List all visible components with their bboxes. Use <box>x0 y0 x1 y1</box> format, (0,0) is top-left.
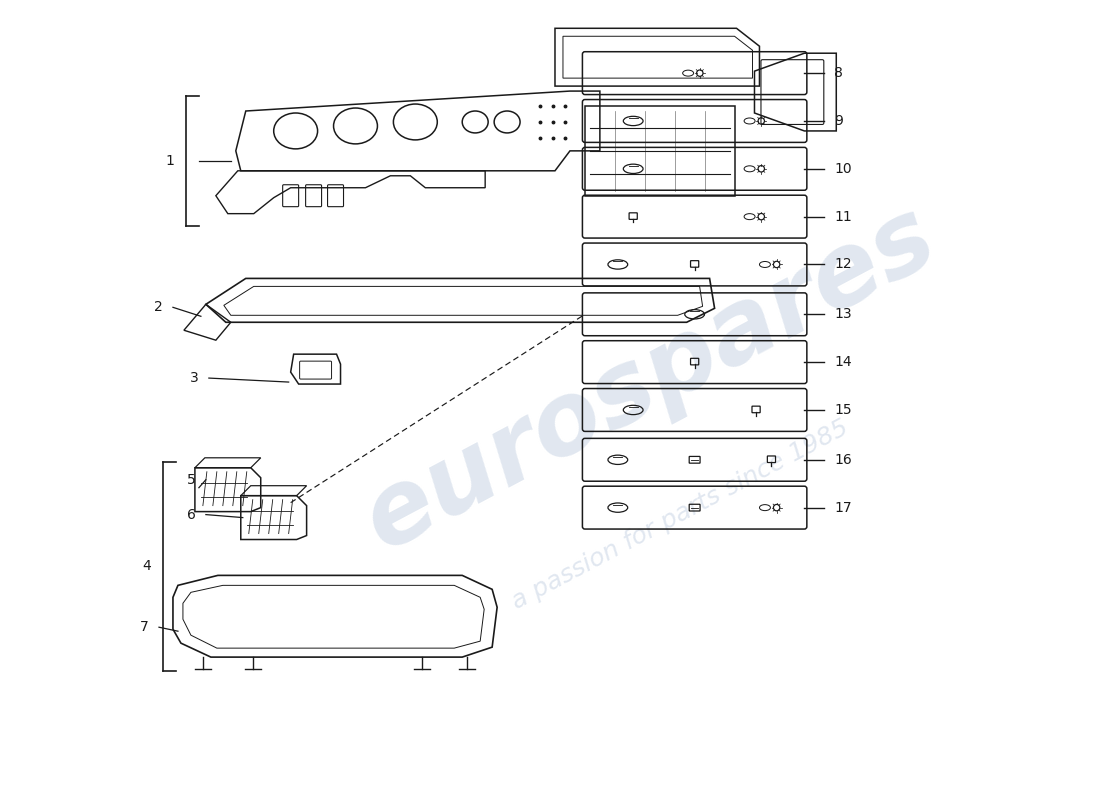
Text: eurospares: eurospares <box>348 189 952 571</box>
Text: 13: 13 <box>834 307 851 322</box>
Text: 3: 3 <box>190 371 199 385</box>
Text: 6: 6 <box>187 508 196 522</box>
Text: 12: 12 <box>834 258 851 271</box>
Text: 1: 1 <box>165 154 174 168</box>
Text: 8: 8 <box>834 66 844 80</box>
Text: 4: 4 <box>142 559 151 574</box>
Text: 2: 2 <box>154 300 163 314</box>
Text: 11: 11 <box>834 210 852 224</box>
Text: 10: 10 <box>834 162 851 176</box>
Text: 15: 15 <box>834 403 851 417</box>
Text: 16: 16 <box>834 453 852 466</box>
Text: 9: 9 <box>834 114 844 128</box>
Text: 17: 17 <box>834 501 851 514</box>
Text: a passion for parts since 1985: a passion for parts since 1985 <box>507 415 852 614</box>
Text: 14: 14 <box>834 355 851 369</box>
Text: 7: 7 <box>141 620 149 634</box>
Text: 5: 5 <box>187 473 196 486</box>
